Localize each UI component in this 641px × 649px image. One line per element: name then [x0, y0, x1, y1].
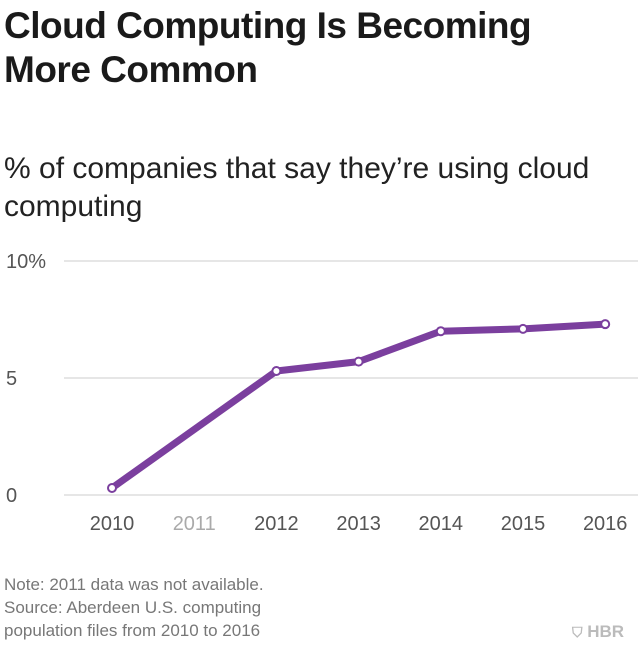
x-tick-label: 2015 — [501, 513, 546, 535]
y-tick-label: 0 — [6, 485, 17, 507]
chart-subtitle: % of companies that say they’re using cl… — [4, 152, 590, 223]
data-point — [353, 356, 364, 367]
data-point — [518, 323, 528, 334]
chart-title: Cloud Computing Is Becoming More Common — [4, 5, 532, 90]
footnote: Note: 2011 data was not available. Sourc… — [4, 573, 324, 642]
x-tick-label: 2014 — [419, 513, 464, 535]
x-tick-label: 2010 — [90, 513, 135, 535]
x-tick-label: 2012 — [254, 513, 299, 535]
note-text: Note: 2011 data was not available. — [4, 575, 264, 594]
hbr-logo: ⛉ HBR — [572, 622, 624, 642]
x-tick-label: 2011 — [173, 513, 216, 535]
source-text: Source: Aberdeen U.S. computing populati… — [4, 598, 262, 640]
data-point — [435, 326, 446, 337]
data-point — [600, 319, 611, 330]
logo-text: HBR — [587, 622, 625, 641]
x-tick-label: 2016 — [583, 513, 628, 535]
series-line — [109, 320, 606, 491]
data-point — [271, 365, 282, 376]
y-tick-label: 10% — [6, 251, 46, 273]
y-tick-label: 5 — [6, 368, 17, 390]
data-point — [107, 482, 117, 493]
shield-icon: ⛉ — [572, 624, 583, 640]
x-tick-label: 2013 — [336, 513, 381, 535]
